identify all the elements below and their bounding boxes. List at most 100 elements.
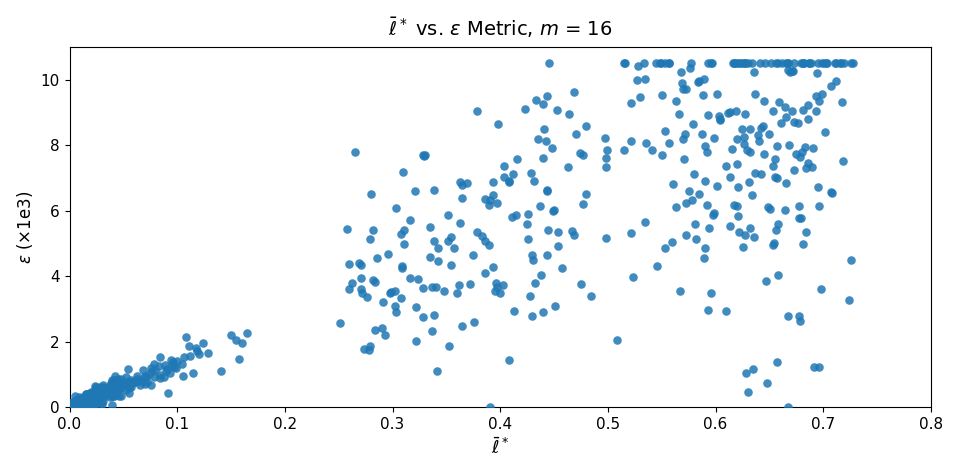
Point [136,366,151,374]
Point [409,338,424,345]
Point [339,225,354,233]
Point [673,69,688,76]
Point [88,382,103,390]
Point [151,362,167,369]
Point [795,60,810,67]
Point [639,139,654,147]
Point [65,398,80,405]
Point [534,272,549,279]
Point [388,287,403,295]
Point [83,397,99,405]
Point [486,192,501,199]
Point [671,110,686,118]
Point [137,381,152,388]
Point [685,120,700,128]
Point [88,392,103,400]
Point [79,390,94,398]
Point [103,380,119,388]
Point [726,60,741,67]
Point [82,390,98,398]
Point [332,319,348,326]
Point [811,201,827,209]
Point [118,378,133,386]
Point [159,368,174,375]
Point [791,215,807,222]
Point [524,312,539,320]
Point [637,75,652,83]
Point [109,390,125,397]
Point [624,229,639,237]
Point [101,390,116,398]
Point [486,178,501,186]
Point [70,396,85,403]
Point [402,216,418,224]
Point [770,271,786,279]
Point [665,180,680,188]
Point [550,243,565,250]
Point [573,149,588,157]
Point [98,389,113,396]
Point [741,125,757,133]
Point [845,60,860,67]
Point [366,277,381,284]
Point [801,159,816,166]
Point [121,382,136,389]
Point [810,60,826,67]
Point [80,402,95,409]
Point [104,389,120,396]
Point [103,391,119,398]
Point [344,279,359,287]
Point [780,312,795,320]
Point [722,222,738,230]
Point [76,394,91,401]
Point [778,179,793,186]
Point [104,401,120,408]
Point [181,342,196,350]
Point [778,60,793,67]
Point [828,77,843,85]
Point [103,393,118,401]
Point [341,285,356,293]
Point [630,62,646,70]
Point [90,397,105,405]
Point [770,60,786,67]
Point [538,93,554,100]
Point [800,101,815,109]
Point [109,385,125,393]
Point [146,360,161,368]
Point [754,170,769,177]
Point [407,187,422,195]
Point [84,402,100,409]
Point [367,326,382,333]
Point [713,115,728,123]
Point [755,123,770,130]
Point [738,60,753,67]
Point [69,399,84,407]
Point [677,130,693,138]
Point [103,384,119,391]
Point [152,372,168,379]
Point [131,377,147,385]
Point [67,399,82,406]
Point [354,261,369,269]
Point [710,183,725,190]
Point [697,177,713,185]
Point [93,399,108,406]
Point [74,398,89,405]
Point [62,399,78,407]
Point [380,251,396,258]
Point [657,60,673,67]
Point [816,60,832,67]
Point [363,235,378,243]
Point [490,200,505,207]
Point [444,261,459,268]
Point [730,183,745,190]
Point [818,60,833,67]
Point [96,385,111,393]
Point [463,280,478,288]
Point [174,360,190,368]
Point [699,201,715,209]
Point [536,155,551,162]
Point [735,60,750,67]
Point [554,264,569,272]
